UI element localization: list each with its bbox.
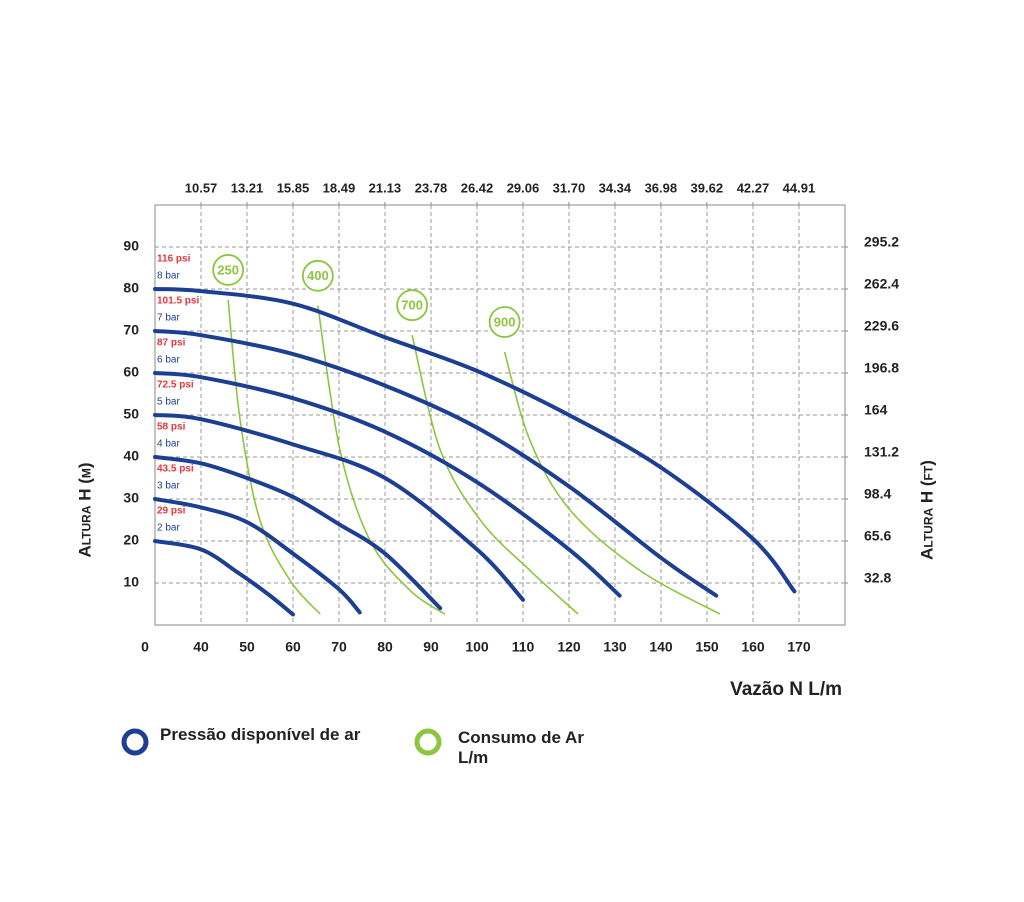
y2-tick-label: 65.6 [864,528,891,544]
y-tick-label: 70 [123,322,139,338]
bar-label: 5 bar [157,397,180,408]
y2-tick-label: 295.2 [864,234,899,250]
x2-tick-label: 44.91 [783,180,816,195]
y-tick-label: 40 [123,448,139,464]
legend-label-pressure: Pressão disponível de ar [160,725,361,744]
x-tick-label: 80 [377,639,393,655]
consumption-badge [301,259,334,292]
y2-tick-label: 164 [864,402,888,418]
x-tick-label: 90 [423,639,439,655]
pressure-curve [153,287,797,594]
consumption-badge [488,306,521,338]
pressure-curve [153,455,443,611]
x2-tick-label: 31.70 [553,180,586,195]
x2-tick-label: 13.21 [231,180,264,195]
y-tick-label: 50 [123,406,139,422]
pressure-curve [153,539,295,617]
y-tick-label: 60 [123,364,139,380]
x2-tick-label: 10.57 [185,180,218,195]
pressure-curve [153,497,362,615]
y2-tick-label: 229.6 [864,318,899,334]
legend-label-consumption: Consumo de Ar L/m [458,728,584,767]
bar-label: 4 bar [157,439,180,450]
x-tick-label: 40 [193,639,209,655]
x2-tick-label: 34.34 [599,180,632,195]
legend-marker-pressure [121,728,149,756]
consumption-curve [317,305,446,615]
x-tick-label: 60 [285,639,301,655]
y-tick-label: 90 [123,238,139,254]
bar-label: 8 bar [157,271,180,282]
x2-tick-label: 15.85 [277,180,310,195]
y-tick-label: 30 [123,490,139,506]
y-tick-label: 20 [123,532,139,548]
x-tick-label: 120 [557,639,581,655]
consumption-label: 900 [494,314,516,329]
consumption-label: 400 [307,268,329,283]
consumption-badge [212,254,245,286]
y2-axis-title: Altura H (ft) [917,460,936,560]
pressure-curve [153,371,622,598]
x2-tick-label: 29.06 [507,180,540,195]
x-tick-label: 50 [239,639,255,655]
y2-tick-label: 262.4 [864,276,899,292]
bar-label: 2 bar [157,523,180,534]
bar-label: 6 bar [157,355,180,366]
x-tick-label: 110 [512,639,535,655]
x-axis-title: Vazão N L/m [730,679,842,700]
consumption-label: 700 [401,298,423,313]
legend-marker-consumption [414,728,442,756]
psi-label: 101.5 psi [157,296,199,307]
x-tick-label: 170 [787,639,811,655]
pressure-curve [153,329,719,598]
psi-label: 29 psi [157,506,186,517]
psi-label: 72.5 psi [157,380,194,391]
x-tick-label: 160 [741,639,765,655]
psi-label: 87 psi [157,338,186,349]
y2-tick-label: 196.8 [864,360,899,376]
x-tick-label: 150 [695,639,719,655]
y2-tick-label: 32.8 [864,570,891,586]
x-tick-label: 70 [331,639,347,655]
bar-label: 7 bar [157,313,180,324]
x2-tick-label: 36.98 [645,180,678,195]
x2-tick-label: 26.42 [461,180,494,195]
y-axis-title: Altura H (m) [75,462,94,557]
pressure-curve [153,413,525,602]
y-tick-label: 80 [123,280,139,296]
psi-label: 58 psi [157,422,186,433]
x-tick-label: 140 [649,639,673,655]
x2-tick-label: 42.27 [737,180,770,195]
x2-tick-label: 18.49 [323,180,356,195]
psi-label: 116 psi [157,254,191,265]
x-tick-label: 130 [603,639,627,655]
x2-tick-label: 21.13 [369,180,402,195]
consumption-curve [503,351,721,615]
origin-label: 0 [141,639,149,655]
x-tick-label: 100 [465,639,489,655]
y2-tick-label: 131.2 [864,444,899,460]
consumption-badge [396,289,429,322]
bar-label: 3 bar [157,481,180,492]
x2-tick-label: 39.62 [691,180,724,195]
y-tick-label: 10 [123,574,139,590]
consumption-curve [227,299,321,615]
y2-tick-label: 98.4 [864,486,891,502]
psi-label: 43.5 psi [157,464,194,475]
consumption-label: 250 [217,262,239,277]
x2-tick-label: 23.78 [415,180,448,195]
